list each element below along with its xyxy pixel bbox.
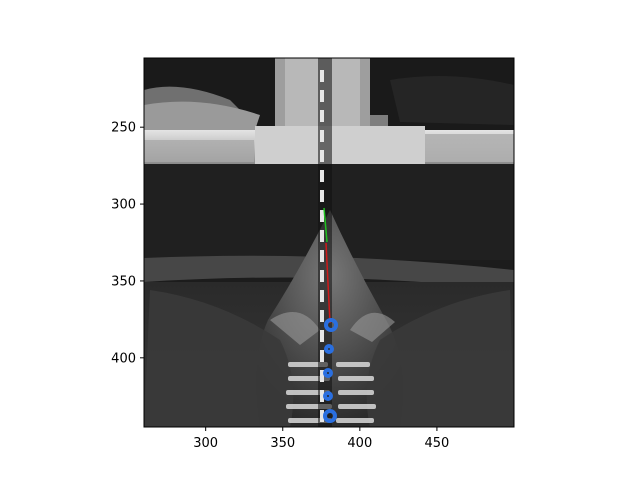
microscopy-image <box>144 58 514 427</box>
x-tick-label: 400 <box>347 436 372 451</box>
y-tick-label: 250 <box>111 121 136 136</box>
green-segment <box>323 207 328 243</box>
axes-frame <box>143 57 515 428</box>
x-tick-label: 450 <box>425 436 450 451</box>
tracking-markers <box>323 318 338 423</box>
marker <box>323 409 337 423</box>
y-tick-label: 300 <box>111 198 136 213</box>
marker <box>324 318 338 332</box>
marker <box>324 344 334 354</box>
y-tick-label: 350 <box>111 274 136 289</box>
x-tick-label: 350 <box>270 436 295 451</box>
x-axis: 300 350 400 450 <box>193 427 449 451</box>
tracking-overlay <box>320 70 338 427</box>
x-tick-label: 300 <box>193 436 218 451</box>
marker <box>323 368 333 378</box>
red-segment <box>325 242 331 324</box>
y-axis: 250 300 350 400 <box>111 121 144 366</box>
marker <box>323 391 333 401</box>
y-tick-label: 400 <box>111 351 136 366</box>
